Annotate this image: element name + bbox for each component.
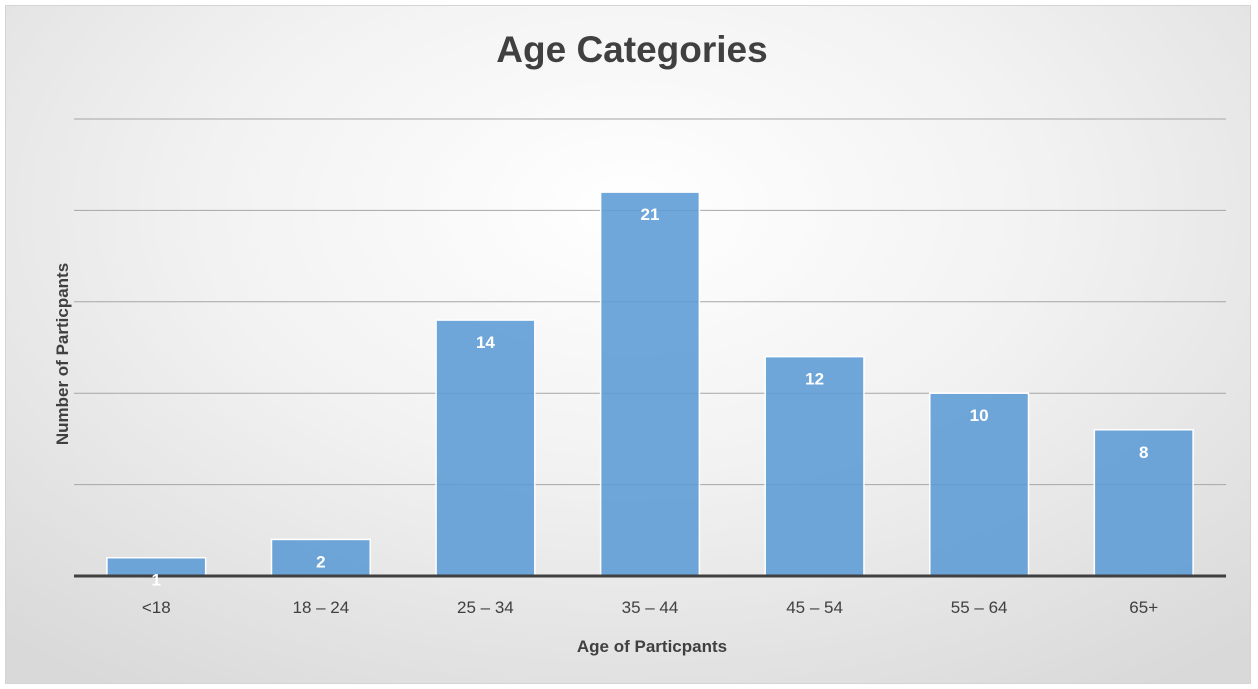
data-label: 21 bbox=[641, 205, 660, 224]
x-tick-label: 18 – 24 bbox=[292, 598, 349, 617]
x-tick-label: 55 – 64 bbox=[951, 598, 1008, 617]
data-label: 1 bbox=[152, 571, 161, 590]
y-axis-title: Number of Particpants bbox=[53, 263, 72, 445]
x-tick-labels: <18 18 – 24 25 – 34 35 – 44 45 – 54 55 – 64 65… bbox=[142, 598, 1158, 617]
chart-title: Age Categories bbox=[496, 29, 767, 70]
bar bbox=[270, 538, 371, 577]
bars bbox=[106, 191, 1194, 577]
chart-area: Age Categories 1 2 14 21 12 10 8 <18 18 – 24 25 … bbox=[5, 5, 1251, 684]
bar bbox=[599, 191, 701, 577]
bar bbox=[929, 392, 1030, 577]
data-label: 12 bbox=[805, 370, 824, 389]
x-axis-title: Age of Particpants bbox=[577, 637, 727, 656]
data-label: 10 bbox=[970, 406, 989, 425]
x-tick-label: <18 bbox=[142, 598, 171, 617]
bar bbox=[764, 355, 865, 577]
x-tick-label: 25 – 34 bbox=[457, 598, 514, 617]
data-label: 8 bbox=[1139, 443, 1148, 462]
bar bbox=[435, 319, 536, 577]
bar bbox=[1093, 429, 1194, 577]
x-tick-label: 65+ bbox=[1129, 598, 1158, 617]
data-label: 2 bbox=[316, 552, 325, 571]
x-tick-label: 45 – 54 bbox=[786, 598, 843, 617]
x-tick-label: 35 – 44 bbox=[622, 598, 679, 617]
data-label: 14 bbox=[476, 333, 495, 352]
